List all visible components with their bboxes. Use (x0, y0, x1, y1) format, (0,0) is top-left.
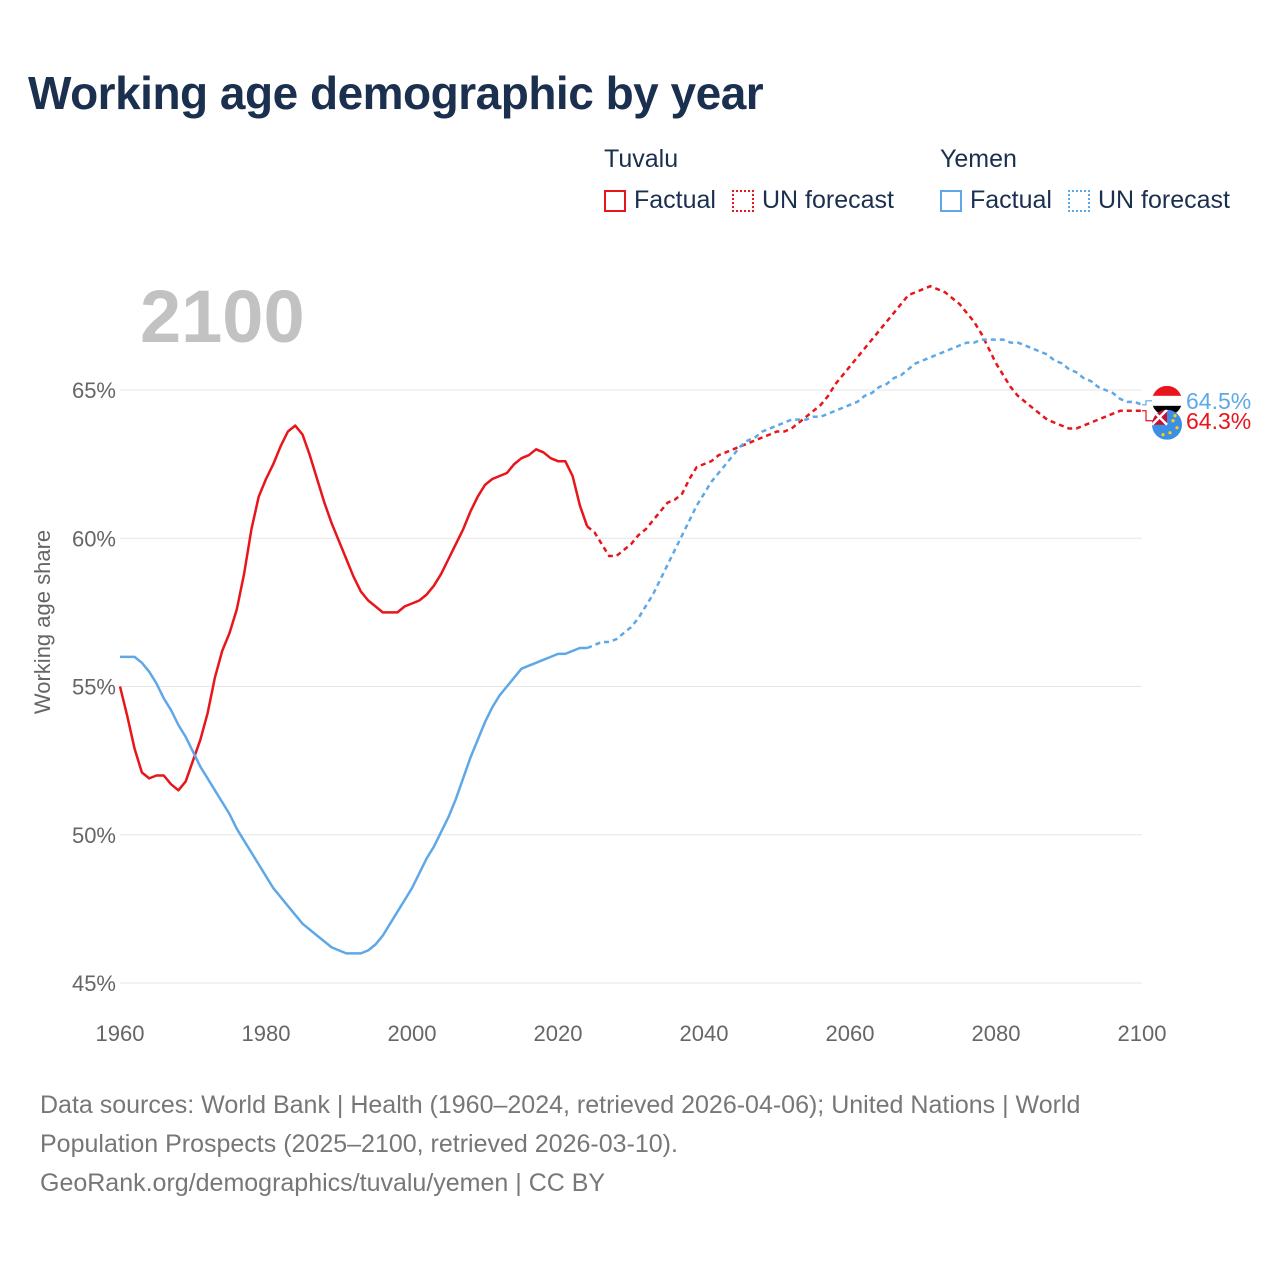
x-tick-label: 2020 (534, 1021, 583, 1046)
series-line-tuvalu-forecast (586, 284, 1142, 558)
legend-swatch-dotted-icon (1067, 189, 1090, 212)
y-axis-label: Working age share (30, 530, 55, 714)
legend-swatch-solid-icon (604, 189, 626, 212)
tuvalu-end-value-label: 64.3% (1186, 408, 1251, 434)
y-tick-label: 60% (72, 526, 116, 551)
tuvalu-end-connector (1142, 410, 1153, 422)
footer-line-2: Population Prospects (2025–2100, retriev… (40, 1130, 678, 1158)
footer-line-1: Data sources: World Bank | Health (1960–… (40, 1091, 1081, 1119)
yemen-end-value-label: 64.5% (1186, 388, 1251, 414)
series-line-yemen-factual (120, 646, 588, 955)
x-tick-label: 2000 (388, 1021, 437, 1046)
line-chart: 2100 45% 50% 55% 60% 65% 1960 1980 2000 2020 2040 2… (30, 275, 1251, 1046)
tuvalu-flag-icon (1152, 409, 1182, 440)
legend-label: Factual (970, 186, 1052, 214)
year-watermark: 2100 (140, 275, 305, 358)
y-tick-label: 55% (72, 675, 116, 700)
x-tick-label: 1960 (96, 1021, 145, 1046)
x-tick-label: 2060 (826, 1021, 875, 1046)
yemen-end-connector (1142, 400, 1153, 406)
data-sources-footer: Data sources: World Bank | Health (1960–… (40, 1086, 1240, 1203)
legend-item-tuvalu-factual[interactable]: Factual (604, 186, 716, 215)
legend-label: Factual (634, 186, 716, 214)
legend-group-tuvalu: Tuvalu Factual UN forecast (604, 144, 910, 215)
legend-group-yemen: Yemen Factual UN forecast (940, 144, 1246, 215)
y-tick-label: 65% (72, 378, 116, 403)
y-tick-label: 50% (72, 823, 116, 848)
x-tick-label: 2040 (680, 1021, 729, 1046)
legend-swatch-dotted-icon (731, 189, 754, 212)
page-title: Working age demographic by year (28, 67, 764, 119)
legend-country-tuvalu: Tuvalu (604, 145, 679, 173)
series-line-tuvalu-factual (118, 424, 589, 792)
x-tick-label: 1980 (242, 1021, 291, 1046)
x-tick-label: 2100 (1118, 1021, 1167, 1046)
legend-item-tuvalu-forecast[interactable]: UN forecast (731, 186, 894, 215)
legend-country-yemen: Yemen (940, 145, 1017, 173)
y-tick-label: 45% (72, 971, 116, 996)
legend-item-yemen-forecast[interactable]: UN forecast (1067, 186, 1230, 215)
series-line-yemen-forecast (586, 338, 1143, 650)
legend-label: UN forecast (761, 186, 894, 214)
legend-item-yemen-factual[interactable]: Factual (940, 186, 1052, 215)
legend-swatch-solid-icon (940, 189, 962, 212)
x-tick-label: 2080 (972, 1021, 1021, 1046)
footer-line-3[interactable]: GeoRank.org/demographics/tuvalu/yemen | … (40, 1169, 606, 1197)
legend-label: UN forecast (1097, 186, 1230, 214)
